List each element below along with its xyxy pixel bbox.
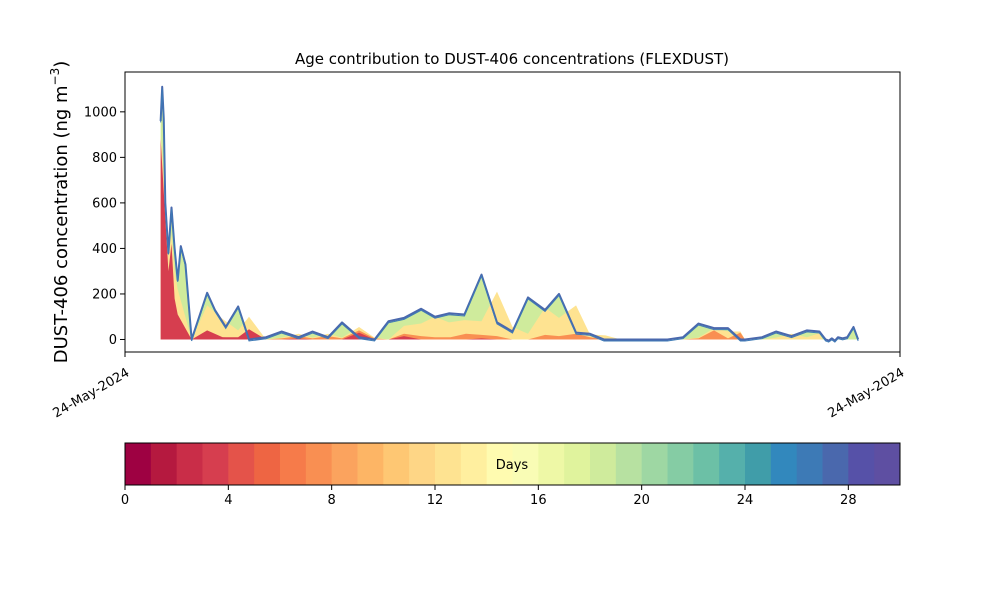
area-band-light-green [160,86,859,341]
colorbar-tick-label: 0 [121,493,129,508]
colorbar-segment [357,443,384,485]
y-axis-label-main: DUST-406 concentration (ng m [51,85,72,363]
colorbar-segment [822,443,849,485]
plot-areas [160,86,859,341]
colorbar-segment [125,443,152,485]
y-axis-label: DUST-406 concentration (ng m−3) [48,61,72,364]
colorbar-frame [124,442,901,486]
colorbar-segment [176,443,203,485]
colorbar-segment [667,443,694,485]
colorbar-tick-label: 28 [840,493,857,508]
colorbar-segment [796,443,823,485]
colorbar-segment [590,443,617,485]
colorbar [125,443,901,485]
x-tick-label-left: 24-May-2024 [51,365,133,421]
y-tick-label: 400 [92,242,117,257]
colorbar-segment [254,443,281,485]
colorbar-segment [486,443,513,485]
colorbar-segment [745,443,772,485]
colorbar-tick-label: 20 [633,493,650,508]
colorbar-segment [409,443,436,485]
y-tick-label: 600 [92,196,117,211]
chart-title: Age contribution to DUST-406 concentrati… [295,50,729,68]
colorbar-tick-label: 24 [737,493,754,508]
y-axis-label-close: ) [51,61,72,68]
y-tick-label: 0 [109,333,117,348]
plot-frame [124,71,901,353]
series-total-line [159,85,860,342]
colorbar-segment [202,443,229,485]
colorbar-segment [305,443,333,485]
colorbar-tick-label: 16 [530,493,547,508]
series-total-inner-line [160,88,859,343]
colorbar-segment [383,443,410,485]
colorbar-segment [641,443,668,485]
colorbar-segment [538,443,565,485]
colorbar-segment [435,443,462,485]
y-tick-label: 200 [92,287,117,302]
colorbar-tick-label: 8 [328,493,336,508]
colorbar-ticks: 0 4 8 12 16 20 24 28 [121,485,857,508]
colorbar-segment [693,443,720,485]
y-tick-label: 1000 [84,105,117,120]
colorbar-segment [564,443,591,485]
colorbar-segment [512,443,539,485]
colorbar-tick-label: 4 [224,493,232,508]
y-axis-ticks: 0 200 400 600 800 1000 [84,105,125,348]
colorbar-tick-label: 12 [427,493,444,508]
colorbar-segment [719,443,746,485]
y-tick-label: 800 [92,151,117,166]
colorbar-label: Days [496,458,529,473]
colorbar-segment [848,443,875,485]
colorbar-segment [280,443,307,485]
colorbar-segment [331,443,358,485]
y-axis-label-superscript: −3 [48,68,62,86]
colorbar-segment [228,443,255,485]
colorbar-segment [150,443,178,485]
colorbar-segment [460,443,488,485]
colorbar-segment [874,443,901,485]
plot-lines [159,85,860,343]
colorbar-segment [770,443,798,485]
x-tick-label-right: 24-May-2024 [826,365,908,421]
colorbar-segment [615,443,643,485]
